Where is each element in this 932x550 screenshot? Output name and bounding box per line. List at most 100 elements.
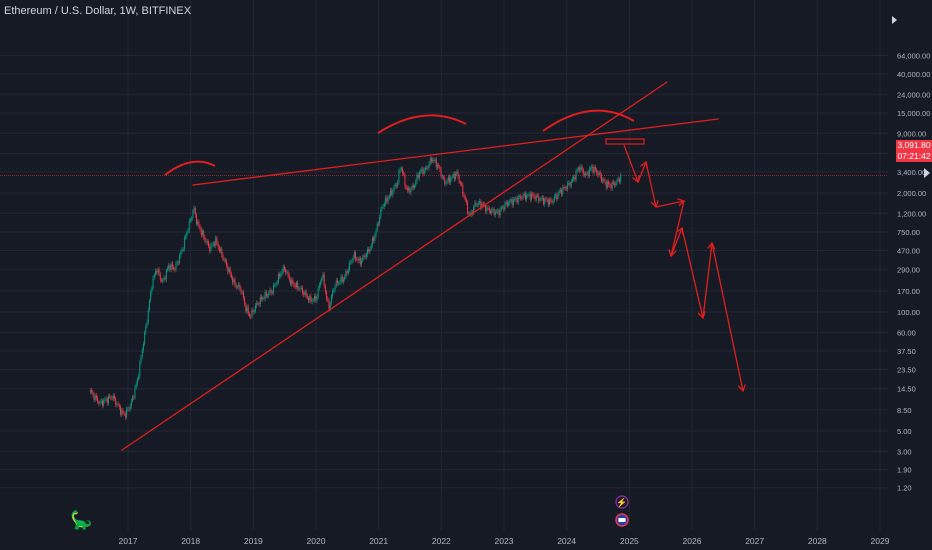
x-tick-label: 2017 bbox=[119, 536, 138, 546]
candle-body bbox=[177, 262, 179, 264]
candle-body bbox=[435, 159, 437, 168]
candle-body bbox=[528, 193, 530, 195]
candle-body bbox=[433, 159, 435, 161]
candle-body bbox=[223, 259, 225, 261]
candle-body bbox=[118, 404, 120, 407]
candle-body bbox=[400, 168, 402, 170]
candle-body bbox=[441, 176, 443, 178]
candle-body bbox=[553, 196, 555, 201]
candle-body bbox=[340, 276, 342, 283]
candle-body bbox=[373, 237, 375, 241]
candle-body bbox=[282, 266, 284, 272]
candle-body bbox=[587, 172, 589, 176]
candle-body bbox=[552, 200, 554, 203]
scale-arrow-icon[interactable] bbox=[892, 16, 897, 24]
candle-body bbox=[189, 219, 191, 221]
candle-body bbox=[129, 406, 131, 410]
x-tick-label: 2024 bbox=[557, 536, 576, 546]
candle-body bbox=[179, 255, 181, 263]
candle-body bbox=[444, 177, 446, 184]
projection-arrowhead bbox=[707, 241, 716, 250]
projection-arrowhead bbox=[668, 249, 677, 258]
candle-body bbox=[277, 273, 279, 283]
candle-body bbox=[194, 207, 196, 215]
candle-body bbox=[391, 190, 393, 195]
candle-body bbox=[153, 274, 155, 278]
scroll-right-icon[interactable] bbox=[924, 168, 930, 178]
candle-body bbox=[406, 188, 408, 191]
candle-body bbox=[261, 296, 263, 300]
y-tick-label: 2,000.00 bbox=[897, 189, 926, 198]
candle-body bbox=[379, 216, 381, 224]
candle-body bbox=[267, 295, 269, 297]
x-tick-label: 2026 bbox=[683, 536, 702, 546]
candle-body bbox=[364, 255, 366, 258]
candle-body bbox=[230, 274, 232, 278]
candle-body bbox=[333, 289, 335, 291]
candle-body bbox=[356, 259, 358, 260]
candle-body bbox=[608, 181, 610, 185]
candle-body bbox=[132, 396, 134, 401]
candle-body bbox=[491, 210, 493, 213]
candle-body bbox=[532, 193, 534, 195]
candle-body bbox=[365, 254, 367, 258]
candle-body bbox=[228, 268, 230, 272]
candle-body bbox=[147, 309, 149, 323]
lightning-glyph: ⚡ bbox=[616, 497, 627, 509]
y-tick-label: 64,000.00 bbox=[897, 51, 930, 60]
candle-body bbox=[326, 291, 328, 299]
candle-body bbox=[392, 190, 394, 195]
candle-body bbox=[396, 185, 398, 187]
candle-body bbox=[409, 188, 411, 193]
candle-body bbox=[620, 174, 622, 182]
countdown-label: 07:21:42 bbox=[897, 151, 931, 161]
candle-body bbox=[170, 263, 172, 270]
candle-body bbox=[329, 302, 331, 309]
candle-body bbox=[559, 189, 561, 192]
candle-body bbox=[450, 178, 452, 183]
projection-arrowhead bbox=[676, 226, 684, 236]
candle-body bbox=[327, 298, 329, 301]
candle-body bbox=[597, 172, 599, 175]
candle-body bbox=[374, 235, 376, 241]
candle-body bbox=[347, 269, 349, 274]
candle-body bbox=[306, 295, 308, 299]
candle-body bbox=[581, 166, 583, 170]
candle-body bbox=[106, 398, 108, 404]
candle-body bbox=[171, 263, 173, 268]
candle-body bbox=[248, 313, 250, 316]
candle-body bbox=[232, 277, 234, 283]
candle-body bbox=[376, 223, 378, 231]
candle-body bbox=[351, 260, 353, 262]
tradingview-logo-icon[interactable]: 🦕 bbox=[70, 510, 93, 530]
candle-body bbox=[183, 237, 185, 249]
candle-body bbox=[393, 186, 395, 191]
right-shoulder-arc bbox=[542, 109, 635, 132]
candle-body bbox=[362, 257, 364, 261]
candle-body bbox=[590, 168, 592, 170]
candle-body bbox=[547, 200, 549, 205]
candle-body bbox=[593, 166, 595, 173]
candle-body bbox=[556, 194, 558, 199]
candle-body bbox=[381, 206, 383, 209]
candle-body bbox=[328, 300, 330, 309]
x-tick-label: 2019 bbox=[244, 536, 263, 546]
candle-body bbox=[130, 400, 132, 407]
candle-body bbox=[287, 271, 289, 275]
candle-body bbox=[305, 291, 307, 296]
candle-body bbox=[98, 402, 100, 404]
candle-body bbox=[358, 258, 360, 261]
head-arc bbox=[377, 114, 467, 134]
candle-body bbox=[487, 207, 489, 209]
candle-body bbox=[535, 195, 537, 200]
candle-body bbox=[187, 230, 189, 233]
candle-body bbox=[544, 198, 546, 205]
candle-body bbox=[310, 296, 312, 302]
candle-body bbox=[494, 211, 496, 215]
candle-body bbox=[505, 202, 507, 205]
y-tick-label: 750.00 bbox=[897, 228, 920, 237]
y-tick-label: 8.50 bbox=[897, 406, 912, 415]
candle-body bbox=[516, 198, 518, 203]
